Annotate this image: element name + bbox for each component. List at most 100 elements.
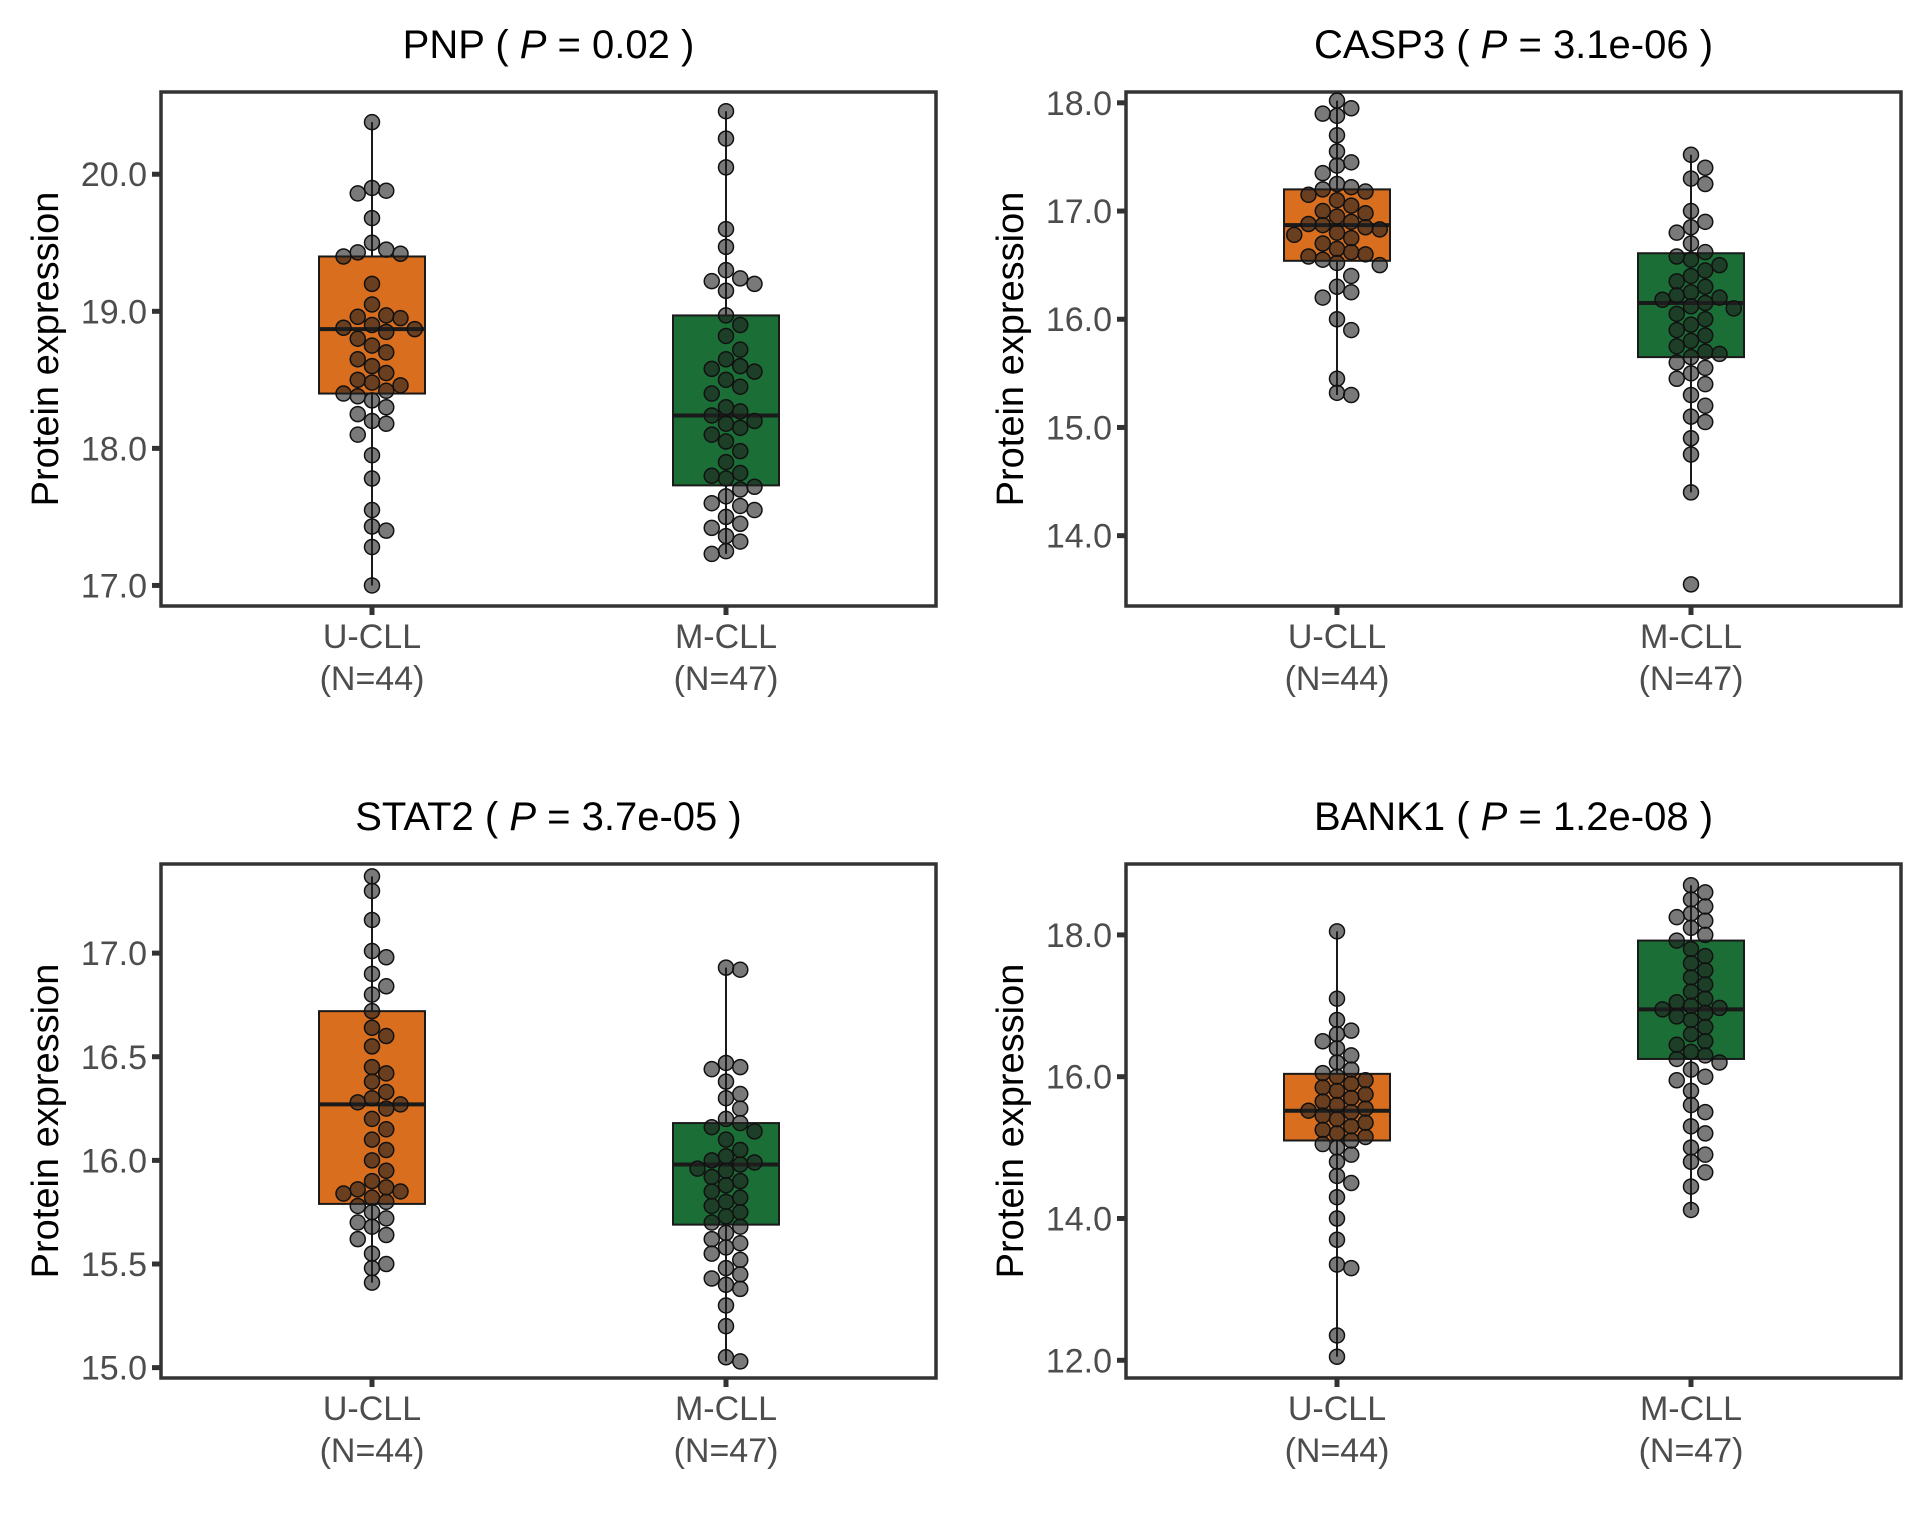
p-prefix: ( [1445, 795, 1481, 839]
data-point [717, 327, 735, 345]
data-point [717, 488, 735, 505]
data-point [1328, 157, 1346, 174]
data-point [732, 533, 749, 550]
panel-title: CASP3 ( P = 3.1e-06 ) [1314, 23, 1713, 67]
y-tick-label: 14.0 [1046, 1200, 1112, 1238]
data-point [717, 1224, 735, 1242]
data-point [1300, 186, 1317, 204]
data-point [1682, 877, 1700, 894]
y-tick-label: 16.0 [81, 1142, 147, 1180]
data-point [1682, 146, 1700, 164]
data-point [732, 1141, 749, 1159]
data-point [732, 1189, 749, 1206]
data-point [1682, 348, 1700, 366]
data-point [1682, 408, 1700, 425]
data-point [363, 1038, 381, 1055]
data-point [1668, 1036, 1685, 1054]
data-point [717, 282, 735, 299]
data-point [732, 341, 749, 358]
data-point [1328, 107, 1346, 125]
data-point [746, 1123, 763, 1140]
data-point [363, 446, 381, 464]
panel-title: BANK1 ( P = 1.2e-08 ) [1314, 795, 1713, 839]
data-point [1697, 343, 1714, 360]
data-point [1682, 1178, 1700, 1195]
data-point [1711, 1054, 1728, 1071]
data-point [363, 911, 381, 929]
x-axis: U-CLL (N=44) M-CLL (N=47) [1285, 1378, 1743, 1470]
data-point [1357, 246, 1374, 263]
data-point [363, 882, 381, 900]
data-point [732, 961, 749, 978]
data-point [1328, 384, 1346, 402]
data-point [717, 527, 735, 545]
data-point [1682, 940, 1700, 958]
data-point [1343, 99, 1360, 117]
data-point [1697, 1032, 1714, 1050]
data-point [335, 385, 352, 402]
data-point [717, 959, 735, 976]
data-point [363, 470, 381, 487]
p-symbol: P [1481, 795, 1508, 839]
data-point [1682, 1201, 1700, 1219]
data-point [363, 209, 381, 227]
x-axis: U-CLL (N=44) M-CLL (N=47) [320, 606, 778, 698]
x-tick-label: M-CLL [675, 618, 777, 656]
data-point [1711, 256, 1728, 274]
data-point [717, 102, 735, 120]
data-point [1682, 1061, 1700, 1078]
data-point [1328, 1231, 1346, 1249]
y-tick-label: 15.0 [81, 1350, 147, 1388]
plot-frame [159, 90, 938, 608]
data-point [717, 261, 735, 279]
data-point [1668, 908, 1685, 926]
y-axis-title: Protein expression [990, 964, 1032, 1279]
p-suffix: ) [717, 795, 741, 839]
data-point [1328, 1040, 1346, 1057]
data-point [717, 307, 735, 324]
data-point [363, 1073, 381, 1090]
data-point [1697, 1125, 1714, 1142]
p-equals: = [546, 23, 592, 67]
data-point [1668, 248, 1685, 265]
data-point [378, 1255, 395, 1273]
data-point [1328, 1125, 1346, 1142]
gene-name: BANK1 [1314, 795, 1445, 839]
data-point [363, 1110, 381, 1128]
data-point [732, 1156, 749, 1173]
x-axis: U-CLL (N=44) M-CLL (N=47) [320, 1378, 778, 1470]
data-point [1668, 1008, 1685, 1025]
data-point [1357, 204, 1374, 222]
data-point [363, 1019, 381, 1036]
data-point [1314, 164, 1331, 182]
data-point [378, 522, 395, 539]
data-point [1682, 1011, 1700, 1029]
data-point [746, 363, 763, 380]
p-symbol: P [509, 795, 536, 839]
data-point [1697, 912, 1714, 929]
plot-frame [1124, 862, 1903, 1380]
data-point [732, 1353, 749, 1370]
x-tick-count: (N=44) [1285, 1432, 1390, 1470]
data-point [1697, 262, 1714, 279]
data-point [1668, 354, 1685, 371]
y-axis: 14.0 15.0 16.0 17.0 18.0 [1046, 85, 1126, 556]
data-point [1682, 1082, 1700, 1100]
y-tick-label: 12.0 [1046, 1342, 1112, 1380]
data-point [349, 388, 366, 405]
data-point [717, 159, 735, 176]
panel-pnp: PNP ( P = 0.02 ) Protein expression 17.0… [25, 23, 938, 698]
data-point [732, 1218, 749, 1235]
data-point [732, 1266, 749, 1283]
data-point [378, 323, 395, 341]
data-point [732, 1280, 749, 1298]
data-point [1328, 254, 1346, 272]
data-point [717, 453, 735, 471]
data-point [392, 1183, 409, 1200]
data-point [1682, 997, 1700, 1015]
data-point [1697, 294, 1714, 312]
data-point [1343, 178, 1360, 196]
data-point [363, 412, 381, 430]
data-point [1668, 321, 1685, 339]
data-point [1343, 1146, 1360, 1163]
